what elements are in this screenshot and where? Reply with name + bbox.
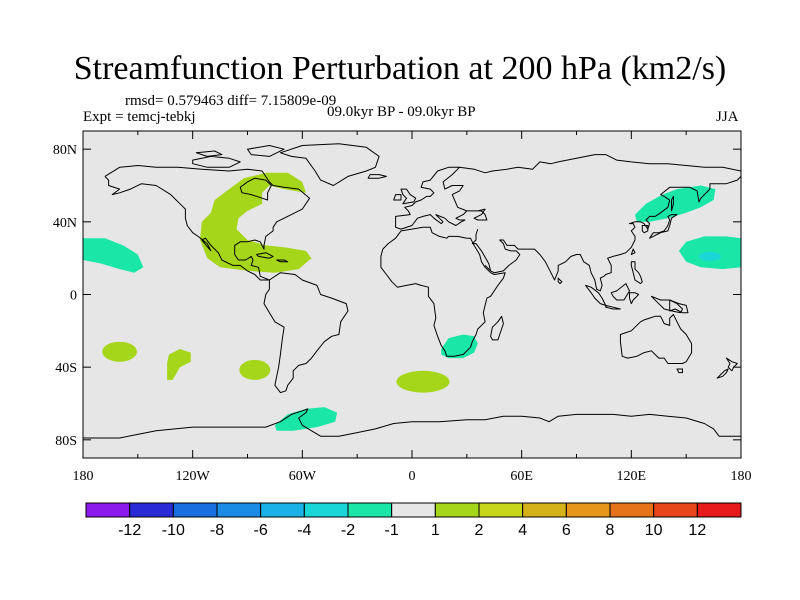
colorbar-label: -1 xyxy=(385,522,399,539)
coast-arctic-islands xyxy=(192,145,285,168)
coast-tasmania xyxy=(676,368,683,374)
feature-south-pacific-positive-c xyxy=(239,359,271,380)
colorbar-label: 12 xyxy=(688,522,706,539)
coast-africa xyxy=(380,226,506,357)
feature-north-pacific-core xyxy=(698,251,721,261)
feature-north-america-positive xyxy=(200,172,312,273)
coast-sri-lanka xyxy=(557,277,563,285)
coast-iceland xyxy=(367,174,387,179)
lat-tick-label: 40N xyxy=(53,216,77,231)
axis-ticks: 80N 40N 0 40S 80S 180 120W 60W 0 60E 120E 180 xyxy=(53,131,752,484)
coast-korea xyxy=(641,225,649,234)
feature-antarctic-negative xyxy=(274,407,338,431)
lon-tick-label: 60E xyxy=(510,469,533,484)
colorbar-label: 1 xyxy=(431,522,440,539)
colorbar-label: 2 xyxy=(475,522,484,539)
lon-tick-label: 120E xyxy=(617,469,647,484)
coast-madagascar xyxy=(490,315,504,341)
colorbar-swatch xyxy=(172,502,218,518)
colorbar-swatch xyxy=(303,502,349,518)
colorbar-label: 8 xyxy=(606,522,615,539)
coast-greenland xyxy=(279,143,380,186)
coast-europe xyxy=(395,166,488,230)
colorbar-label: 10 xyxy=(645,522,663,539)
coast-asia xyxy=(471,176,741,292)
colorbar-label: -4 xyxy=(297,522,311,539)
colorbar-label: -12 xyxy=(118,522,141,539)
lon-tick-label: 180 xyxy=(73,469,94,484)
coast-japan xyxy=(649,214,678,239)
colorbar-swatch xyxy=(478,502,524,518)
colorbar-swatch xyxy=(129,502,174,518)
feature-south-pacific-positive-b xyxy=(167,349,191,380)
colorbar-label: 4 xyxy=(518,522,527,539)
feature-east-asia-negative xyxy=(635,185,716,222)
coast-british-isles xyxy=(393,188,417,205)
feature-south-atlantic-positive xyxy=(396,370,450,393)
colorbar-swatch xyxy=(522,502,567,518)
coast-hudson-bay xyxy=(239,177,272,201)
colorbar: -12 -10 -8 -6 -4 -2 -1 1 2 4 6 8 10 12 xyxy=(85,502,742,539)
lat-tick-label: 80S xyxy=(55,434,77,449)
season-label: JJA xyxy=(716,109,739,125)
colorbar-label: -2 xyxy=(341,522,355,539)
colorbar-label: -6 xyxy=(254,522,268,539)
coast-sakhalin xyxy=(671,195,674,212)
coast-antarctica xyxy=(83,408,741,439)
colorbar-swatch xyxy=(696,502,742,518)
colorbar-swatch xyxy=(609,502,655,518)
lon-tick-label: 0 xyxy=(409,469,416,484)
stats-text: rmsd= 0.579463 diff= 7.15809e-09 xyxy=(125,93,337,109)
contour-fills xyxy=(83,172,741,431)
coast-new-zealand xyxy=(716,357,738,379)
colorbar-swatch xyxy=(85,502,131,518)
coast-philippines xyxy=(630,248,643,285)
feature-eastern-pacific-negative xyxy=(83,238,144,273)
plot-title: Streamfunction Perturbation at 200 hPa (… xyxy=(73,50,727,87)
coast-australia xyxy=(619,314,693,364)
colorbar-label: -10 xyxy=(162,522,185,539)
lon-tick-label: 60W xyxy=(289,469,317,484)
colorbar-swatch xyxy=(216,502,262,518)
colorbar-label: 6 xyxy=(562,522,571,539)
coast-south-america xyxy=(263,272,349,394)
coast-indonesia xyxy=(585,283,683,314)
colorbar-swatch xyxy=(653,502,698,518)
colorbar-label: -8 xyxy=(210,522,224,539)
coastlines xyxy=(83,143,741,439)
feature-southern-africa-negative xyxy=(441,334,478,359)
coast-new-guinea xyxy=(669,299,689,314)
lon-tick-label: 120W xyxy=(176,469,211,484)
feature-south-pacific-positive-a xyxy=(102,341,137,362)
coast-caribbean xyxy=(256,252,289,263)
lat-tick-label: 40S xyxy=(55,361,77,376)
coast-arabia xyxy=(484,265,491,272)
colorbar-swatch xyxy=(347,502,393,518)
map-background xyxy=(83,131,741,458)
lat-tick-label: 80N xyxy=(53,143,77,158)
experiment-label: Expt = temcj-tebkj xyxy=(83,109,196,125)
colorbar-swatch xyxy=(260,502,305,518)
coast-northern-eurasia xyxy=(459,154,741,174)
lat-tick-label: 0 xyxy=(70,289,77,304)
colorbar-swatch xyxy=(391,502,436,518)
coast-north-america xyxy=(104,165,311,281)
period-label: 09.0kyr BP - 09.0kyr BP xyxy=(327,104,476,120)
lon-tick-label: 180 xyxy=(731,469,752,484)
colorbar-swatch xyxy=(434,502,480,518)
colorbar-swatch xyxy=(565,502,611,518)
